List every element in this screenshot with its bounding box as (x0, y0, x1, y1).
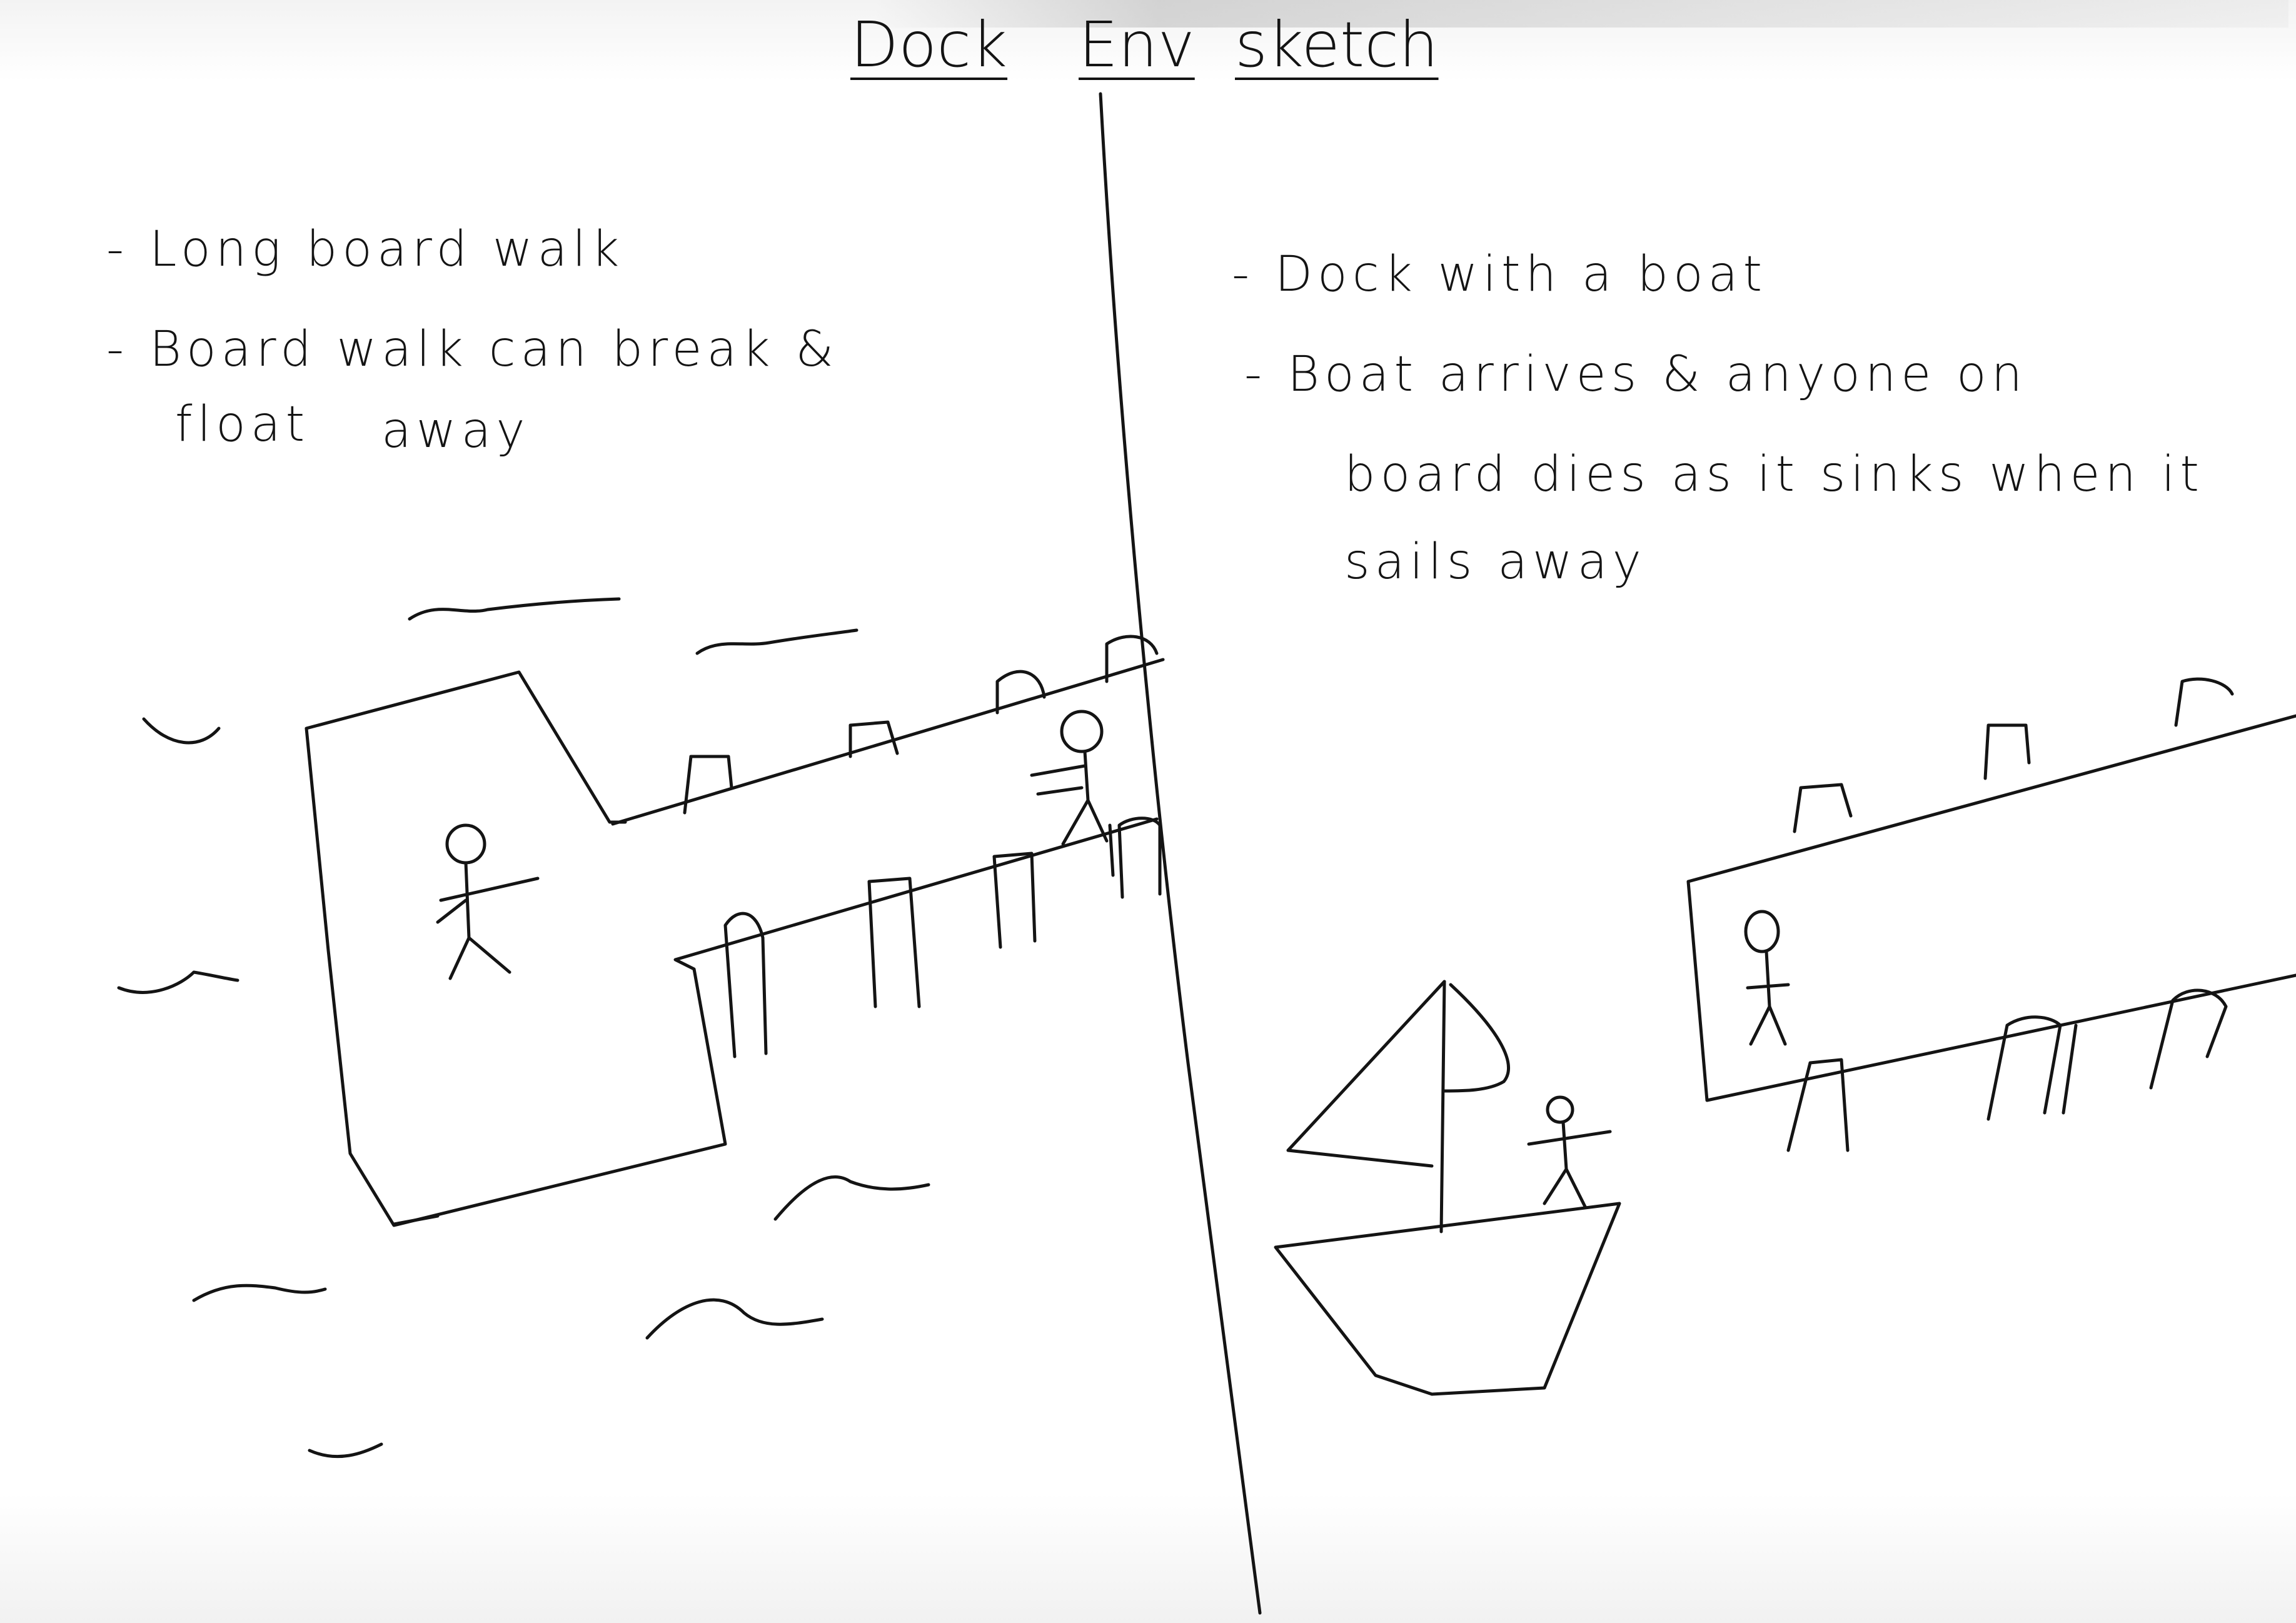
railing-post (683, 755, 733, 815)
paper-smudge (875, 0, 2288, 28)
stick-figure-body (1030, 750, 1109, 846)
left-note-2: - Board walk can break & (106, 321, 839, 378)
boat-hull (1274, 1202, 1621, 1396)
railing-post (992, 852, 1037, 949)
railing-post (1108, 823, 1115, 877)
wave (192, 1284, 327, 1302)
stick-figure-body (436, 861, 540, 980)
railing-post (1105, 635, 1159, 683)
wave (645, 1298, 824, 1340)
railing-post (848, 720, 899, 758)
wave (117, 970, 239, 994)
dock-deck (1686, 714, 2296, 1102)
left-note-3b: away (381, 403, 530, 459)
stick-figure-head (1744, 910, 1780, 953)
stick-figure-head (1546, 1095, 1574, 1124)
railing-post (723, 912, 768, 1058)
right-note-2: - Boat arrives & anyone on (1244, 346, 2028, 403)
dock-post (1793, 783, 1853, 833)
boat-sail-right (1443, 983, 1510, 1093)
dock-post (1986, 1015, 2062, 1121)
dock-post (2062, 1023, 2078, 1115)
title-dock: Dock (850, 8, 1008, 81)
wave (308, 1442, 383, 1459)
stick-figure-body (1746, 950, 1790, 1046)
dock-post (2174, 677, 2234, 727)
stick-figure-head (445, 823, 486, 865)
dock-post (2149, 988, 2228, 1090)
broken-corner (392, 1214, 440, 1226)
left-note-3a: float (175, 396, 310, 453)
right-note-4: sails away (1344, 534, 1646, 590)
dock-post (1786, 1058, 1850, 1152)
right-note-1: - Dock with a boat (1232, 246, 1768, 303)
title-sketch: sketch (1235, 8, 1439, 81)
stick-figure-body (1527, 1120, 1612, 1208)
wave (408, 597, 621, 621)
divider-line (1099, 92, 1262, 1615)
wave (773, 1175, 930, 1221)
stick-figure-head (1060, 710, 1104, 753)
railing-post (867, 877, 921, 1008)
wave (695, 628, 858, 655)
dock-post (1983, 723, 2031, 780)
left-note-1: - Long board walk (106, 221, 625, 278)
boat-mast (1439, 980, 1446, 1234)
railing-post (1117, 817, 1162, 899)
boat-sail-left (1286, 980, 1446, 1168)
wave (142, 717, 221, 745)
title-env: Env (1079, 8, 1195, 81)
right-note-3: board dies as it sinks when it (1344, 446, 2204, 503)
railing-post (995, 670, 1046, 715)
boardwalk-platform (305, 658, 1165, 1227)
